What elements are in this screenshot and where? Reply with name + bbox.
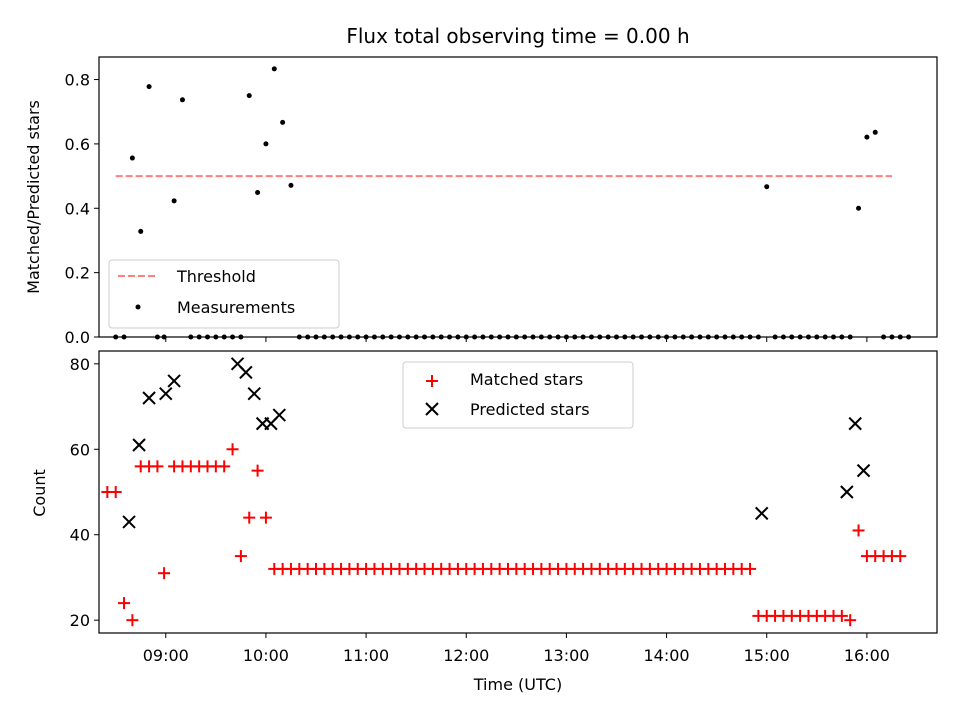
count-x-tick-label: 12:00 xyxy=(443,646,489,665)
measurement-point xyxy=(280,119,286,125)
ratio-legend-box xyxy=(108,259,340,329)
matched-star-point xyxy=(234,550,247,563)
matched-star-point xyxy=(259,511,272,524)
matched-star-point xyxy=(226,443,239,456)
predicted-star-point xyxy=(239,365,253,380)
measurement-point xyxy=(146,84,152,90)
ratio-y-tick-label: 0.6 xyxy=(65,135,90,154)
matched-star-point xyxy=(251,464,264,477)
ratio-y-tick-label: 0.0 xyxy=(65,328,90,347)
legend-matched-swatch xyxy=(426,375,438,387)
measurement-point xyxy=(864,134,870,140)
measurement-point xyxy=(129,155,135,161)
matched-star-point xyxy=(126,614,139,627)
measurement-point xyxy=(872,129,878,135)
count-x-tick-label: 14:00 xyxy=(644,646,690,665)
legend-measurements-swatch xyxy=(135,304,141,310)
measurement-point xyxy=(171,198,177,204)
matched-star-point xyxy=(218,460,231,473)
predicted-star-point xyxy=(755,506,769,521)
matched-star-point xyxy=(852,524,865,537)
count-plot-area xyxy=(101,357,907,627)
ratio-y-tick-label: 0.8 xyxy=(65,71,90,90)
count-y-tick-label: 20 xyxy=(70,611,90,630)
count-panel: Count Time (UTC) 20 40 60 80 09:00 10:00 11:0… xyxy=(30,350,938,694)
matched-star-point xyxy=(835,609,848,622)
x-axis-label: Time (UTC) xyxy=(473,675,562,694)
ratio-y-tick-label: 0.4 xyxy=(65,199,90,218)
count-y-tick-label: 80 xyxy=(70,355,90,374)
predicted-star-point xyxy=(848,416,862,431)
count-x-tick-label: 13:00 xyxy=(543,646,589,665)
matched-star-point xyxy=(151,460,164,473)
count-legend-box xyxy=(402,361,634,429)
matched-star-point xyxy=(243,511,256,524)
count-x-tick-label: 16:00 xyxy=(844,646,890,665)
measurement-point xyxy=(288,182,294,188)
legend-threshold-label: Threshold xyxy=(176,267,256,286)
count-x-tick-label: 09:00 xyxy=(143,646,189,665)
count-legend: Matched stars Predicted stars xyxy=(402,361,634,429)
measurement-point xyxy=(179,97,185,103)
predicted-star-point xyxy=(167,374,181,388)
predicted-star-point xyxy=(132,438,146,452)
predicted-star-point xyxy=(122,515,136,529)
count-x-tick-label: 10:00 xyxy=(243,646,289,665)
ratio-y-tick-label: 0.2 xyxy=(65,264,90,283)
matched-star-point xyxy=(118,597,131,610)
ratio-legend: Threshold Measurements xyxy=(108,259,340,329)
predicted-star-point xyxy=(247,387,261,401)
measurement-point xyxy=(246,93,252,99)
matched-star-point xyxy=(158,567,171,580)
measurement-point xyxy=(138,228,144,234)
matched-star-point xyxy=(844,614,857,627)
legend-predicted-swatch xyxy=(425,402,439,416)
predicted-star-point xyxy=(142,391,156,405)
ratio-y-axis-label: Matched/Predicted stars xyxy=(24,100,43,294)
count-y-ticks: 20 40 60 80 xyxy=(70,355,99,630)
legend-matched-label: Matched stars xyxy=(470,370,583,389)
ratio-y-ticks: 0.0 0.2 0.4 0.6 0.8 xyxy=(65,71,99,347)
count-axes-frame xyxy=(98,350,938,634)
count-x-ticks: 09:00 10:00 11:00 12:00 13:00 14:00 15:00 16:00 xyxy=(143,633,890,665)
matched-star-point xyxy=(894,550,907,563)
predicted-star-point xyxy=(159,387,173,401)
matched-star-point xyxy=(109,486,122,498)
predicted-star-point xyxy=(840,485,854,499)
count-x-tick-label: 11:00 xyxy=(343,646,389,665)
count-y-tick-label: 40 xyxy=(70,526,90,545)
predicted-star-point xyxy=(272,408,286,422)
predicted-star-point xyxy=(856,463,871,478)
measurement-point xyxy=(856,205,862,211)
measurement-point xyxy=(764,184,770,190)
matched-star-point xyxy=(744,562,757,575)
measurement-point xyxy=(255,189,261,195)
count-x-tick-label: 15:00 xyxy=(744,646,790,665)
legend-predicted-label: Predicted stars xyxy=(470,400,590,419)
chart-title: Flux total observing time = 0.00 h xyxy=(346,24,689,48)
count-y-axis-label: Count xyxy=(30,469,49,517)
count-y-tick-label: 60 xyxy=(70,440,90,459)
legend-measurements-label: Measurements xyxy=(177,298,295,317)
measurement-point xyxy=(271,66,277,72)
measurement-point xyxy=(263,141,269,147)
ratio-axes-frame xyxy=(98,56,938,338)
ratio-panel: Flux total observing time = 0.00 h Match… xyxy=(24,24,938,347)
